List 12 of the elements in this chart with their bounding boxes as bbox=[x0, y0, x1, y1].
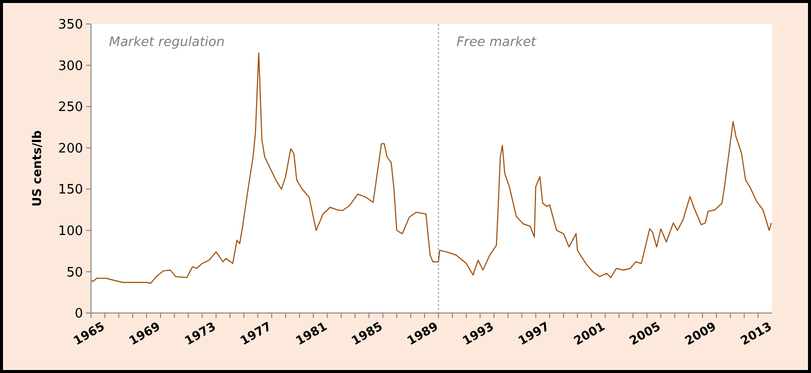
annotation: Market regulation bbox=[109, 35, 225, 50]
y-tick-label: 300 bbox=[58, 58, 83, 74]
y-tick-label: 200 bbox=[58, 141, 83, 156]
y-tick-label: 100 bbox=[58, 224, 83, 239]
y-tick-label: 150 bbox=[58, 182, 83, 198]
y-tick-label: 50 bbox=[66, 265, 83, 280]
y-axis-title: US cents/lb bbox=[30, 130, 44, 207]
y-tick-label: 350 bbox=[58, 18, 83, 33]
line-series bbox=[90, 52, 772, 284]
annotation: Free market bbox=[456, 35, 537, 50]
y-tick-label: 0 bbox=[74, 306, 83, 322]
y-tick-label: 250 bbox=[58, 100, 83, 116]
